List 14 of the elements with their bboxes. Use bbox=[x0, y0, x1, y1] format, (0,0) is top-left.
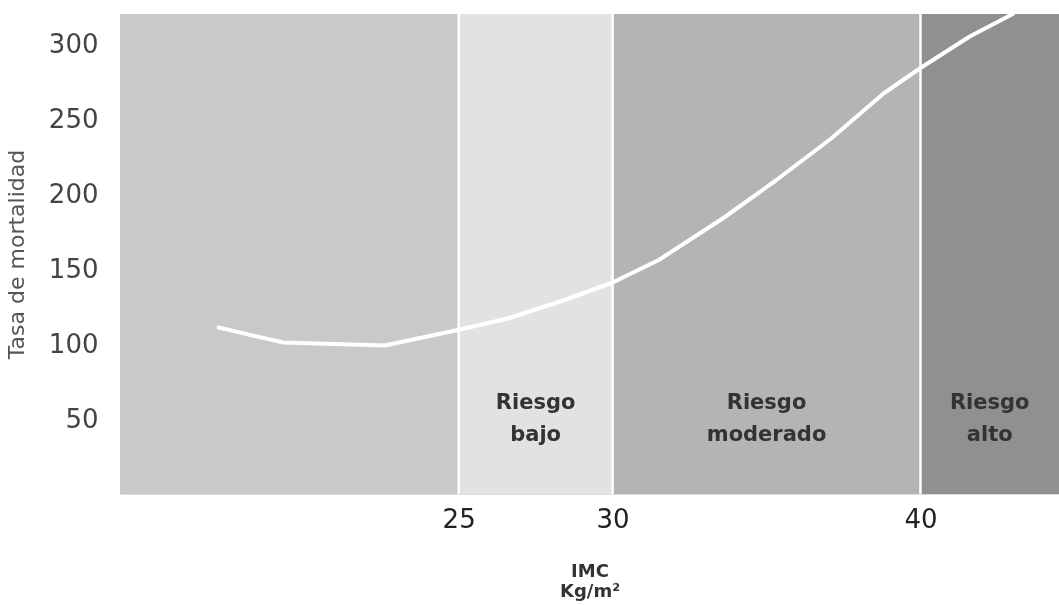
y-tick-label: 250 bbox=[48, 103, 99, 134]
band-label: Riesgo alto bbox=[949, 389, 1030, 446]
x-tick-label: 30 bbox=[596, 503, 630, 534]
band-label: Riesgo bajo bbox=[495, 389, 576, 446]
y-axis-title: Tasa de mortalidad bbox=[3, 149, 29, 361]
band-label: Riesgo moderado bbox=[706, 389, 827, 446]
x-axis-title: IMC Kg/m² bbox=[559, 559, 621, 601]
x-tick-label: 40 bbox=[904, 503, 938, 534]
x-tick-label: 25 bbox=[442, 503, 476, 534]
y-tick-label: 100 bbox=[48, 328, 99, 359]
y-tick-label: 150 bbox=[48, 253, 99, 284]
y-tick-label: 50 bbox=[65, 403, 99, 434]
y-tick-label: 300 bbox=[48, 28, 99, 59]
y-tick-label: 200 bbox=[48, 178, 99, 209]
